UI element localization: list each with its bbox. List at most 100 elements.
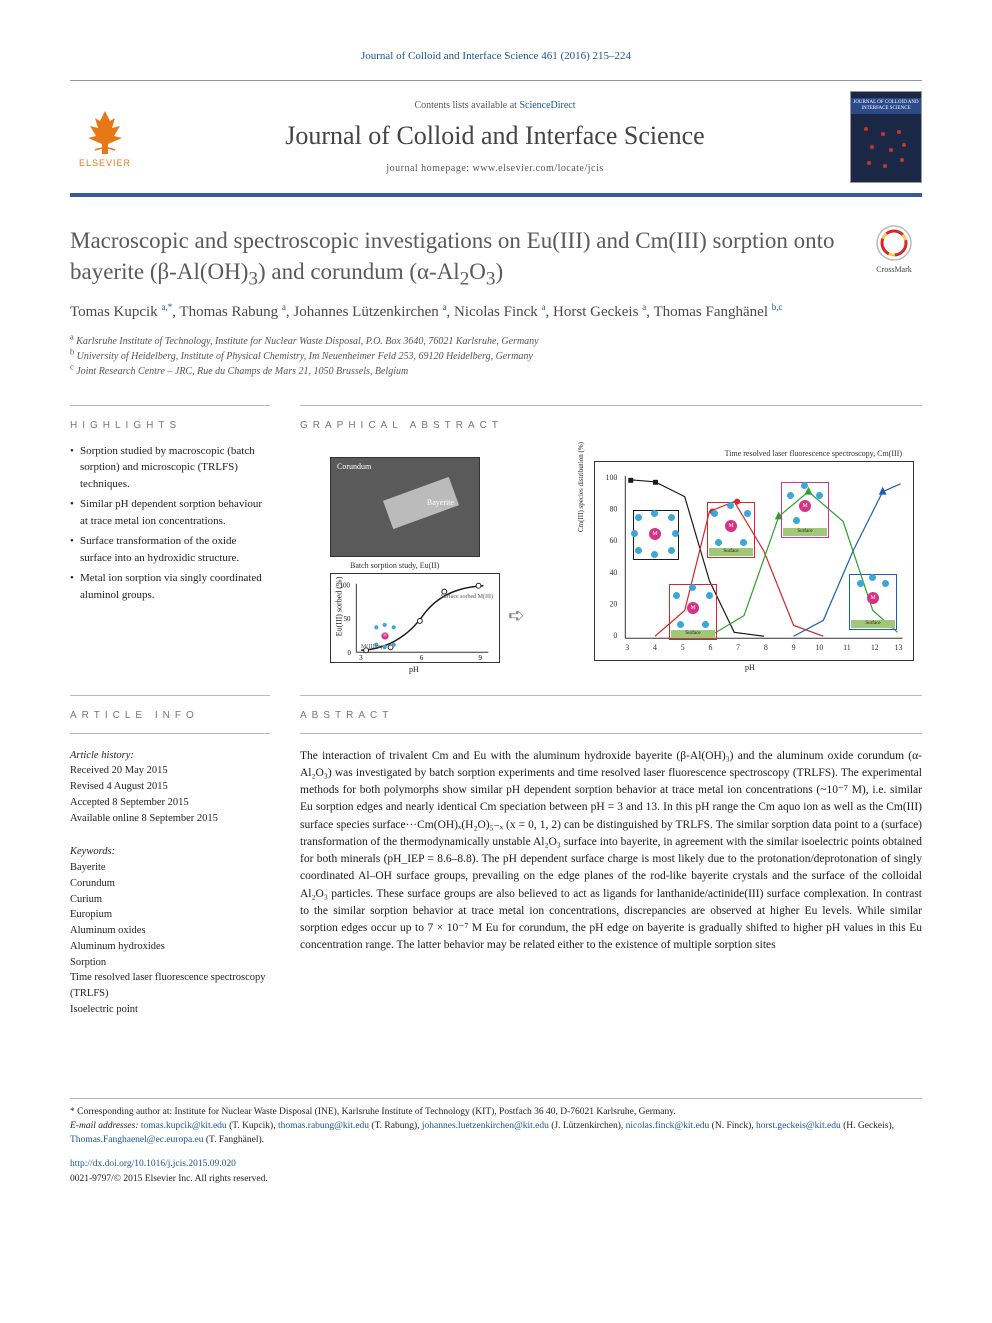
article-info-block: Article history: Received 20 May 2015 Re… <box>70 748 270 1018</box>
title-sub-1: 3 <box>248 269 258 290</box>
svg-text:9: 9 <box>792 643 796 652</box>
masthead-center: Contents lists available at ScienceDirec… <box>160 100 830 174</box>
author-affiliation-sup: a <box>282 302 286 312</box>
email-link[interactable]: horst.geckeis@kit.edu <box>756 1121 841 1131</box>
svg-text:50: 50 <box>344 616 351 623</box>
title-part-2: ) and corundum (α-Al <box>258 259 460 284</box>
email-link[interactable]: johannes.luetzenkirchen@kit.edu <box>422 1121 549 1131</box>
graphical-abstract-label: graphical abstract <box>300 420 922 431</box>
svg-text:3: 3 <box>359 655 363 662</box>
svg-text:40: 40 <box>609 567 617 576</box>
cover-dots <box>859 122 913 174</box>
keyword: Corundum <box>70 876 270 892</box>
ga-batch-title: Batch sorption study, Eu(II) <box>350 561 439 570</box>
highlights-list: Sorption studied by macroscopic (batch s… <box>70 443 270 604</box>
highlights-label: highlights <box>70 420 270 431</box>
ga-surface-pink: Surface <box>783 528 827 536</box>
affiliation-sup: a <box>70 332 74 341</box>
abstract-label: abstract <box>300 710 922 721</box>
svg-text:60: 60 <box>609 536 617 545</box>
keyword: Bayerite <box>70 860 270 876</box>
elsevier-wordmark: ELSEVIER <box>79 158 131 168</box>
graphical-abstract-column: graphical abstract Corundum Bayerite Bat… <box>300 405 922 673</box>
ga-cluster-center: M <box>867 592 879 604</box>
running-head: Journal of Colloid and Interface Science… <box>70 50 922 62</box>
ga-trlfs-title: Time resolved laser fluorescence spectro… <box>725 449 902 458</box>
ga-sem-corundum-label: Corundum <box>337 462 371 471</box>
online-date: Available online 8 September 2015 <box>70 811 270 827</box>
journal-cover-thumbnail[interactable]: JOURNAL OF COLLOID AND INTERFACE SCIENCE <box>850 91 922 183</box>
ga-surface-red: Surface <box>709 548 753 556</box>
affiliations: a Karlsruhe Institute of Technology, Ins… <box>70 334 922 379</box>
page-root: Journal of Colloid and Interface Science… <box>0 0 992 1216</box>
ga-cluster-center: M <box>381 632 388 639</box>
ga-sem-image: Corundum Bayerite <box>330 457 480 557</box>
title-part-3: O <box>469 259 486 284</box>
keyword: Aluminum oxides <box>70 923 270 939</box>
author-affiliation-sup: a <box>542 302 546 312</box>
highlight-item: Sorption studied by macroscopic (batch s… <box>70 443 270 493</box>
sciencedirect-link[interactable]: ScienceDirect <box>519 100 575 111</box>
highlight-item: Similar pH dependent sorption behaviour … <box>70 496 270 529</box>
abstract-text: The interaction of trivalent Cm and Eu w… <box>300 748 922 955</box>
homepage-prefix: journal homepage: <box>386 163 472 174</box>
author: Horst Geckeis a <box>553 304 646 320</box>
email-link[interactable]: thomas.rabung@kit.edu <box>278 1121 369 1131</box>
svg-text:0: 0 <box>348 650 352 657</box>
author-affiliation-sup: b,c <box>772 302 783 312</box>
contents-prefix: Contents lists available at <box>414 100 519 111</box>
affiliation-line: b University of Heidelberg, Institute of… <box>70 349 922 364</box>
doi-block: http://dx.doi.org/10.1016/j.jcis.2015.09… <box>70 1157 922 1186</box>
svg-text:8: 8 <box>764 643 768 652</box>
ga-arrow-icon: ➪ <box>508 603 525 628</box>
highlights-ga-row: highlights Sorption studied by macroscop… <box>70 405 922 673</box>
running-head-citation: 461 (2016) 215–224 <box>538 50 631 62</box>
author: Thomas Rabung a <box>179 304 286 320</box>
keywords-label: Keywords: <box>70 844 270 860</box>
ga-surface-red2: Surface <box>671 630 715 638</box>
affiliation-line: a Karlsruhe Institute of Technology, Ins… <box>70 334 922 349</box>
svg-text:20: 20 <box>609 599 617 608</box>
homepage-line: journal homepage: www.elsevier.com/locat… <box>160 163 830 174</box>
abstract-column: abstract The interaction of trivalent Cm… <box>300 695 922 1018</box>
emails-container: tomas.kupcik@kit.edu (T. Kupcik), thomas… <box>70 1121 894 1145</box>
email-link[interactable]: nicolas.finck@kit.edu <box>626 1121 710 1131</box>
cover-band: JOURNAL OF COLLOID AND INTERFACE SCIENCE <box>851 98 921 114</box>
author: Nicolas Finck a <box>454 304 546 320</box>
keyword: Isoelectric point <box>70 1002 270 1018</box>
svg-text:11: 11 <box>843 643 851 652</box>
svg-text:100: 100 <box>606 472 618 481</box>
journal-name: Journal of Colloid and Interface Science <box>160 121 830 151</box>
author-affiliation-sup: a <box>642 302 646 312</box>
svg-text:13: 13 <box>895 643 903 652</box>
revised-date: Revised 4 August 2015 <box>70 779 270 795</box>
ga-cluster-black: M <box>635 514 675 554</box>
doi-link[interactable]: http://dx.doi.org/10.1016/j.jcis.2015.09… <box>70 1159 236 1169</box>
article-title: Macroscopic and spectroscopic investigat… <box>70 225 846 287</box>
email-line: E-mail addresses: tomas.kupcik@kit.edu (… <box>70 1119 922 1148</box>
author: Tomas Kupcik a,* <box>70 304 172 320</box>
highlights-column: highlights Sorption studied by macroscop… <box>70 405 270 673</box>
ga-batch-chart: Eu(III) sorbed (%) pH 100500 369 Surface… <box>330 573 500 663</box>
email-link[interactable]: Thomas.Fanghaenel@ec.europa.eu <box>70 1135 204 1145</box>
email-link[interactable]: tomas.kupcik@kit.edu <box>141 1121 227 1131</box>
keyword: Europium <box>70 907 270 923</box>
ga-batch-ylabel: Eu(III) sorbed (%) <box>334 576 343 636</box>
author: Johannes Lützenkirchen a <box>293 304 446 320</box>
svg-text:5: 5 <box>681 643 685 652</box>
svg-text:6: 6 <box>420 655 424 662</box>
article-info-label: article info <box>70 710 270 721</box>
author: Thomas Fanghänel b,c <box>653 304 782 320</box>
crossmark-badge[interactable]: CrossMark <box>866 225 922 274</box>
keyword: Curium <box>70 892 270 908</box>
issn-copyright: 0021-9797/© 2015 Elsevier Inc. All right… <box>70 1174 268 1184</box>
running-head-journal-link[interactable]: Journal of Colloid and Interface Science <box>361 50 538 62</box>
corr-text: * Corresponding author at: Institute for… <box>70 1107 676 1117</box>
divider <box>300 405 922 406</box>
svg-text:10: 10 <box>815 643 823 652</box>
elsevier-logo[interactable]: ELSEVIER <box>70 97 140 177</box>
ga-trlfs-xlabel: pH <box>745 663 755 672</box>
ga-cluster-center: M <box>725 520 737 532</box>
article-info-column: article info Article history: Received 2… <box>70 695 270 1018</box>
homepage-url[interactable]: www.elsevier.com/locate/jcis <box>473 163 604 174</box>
